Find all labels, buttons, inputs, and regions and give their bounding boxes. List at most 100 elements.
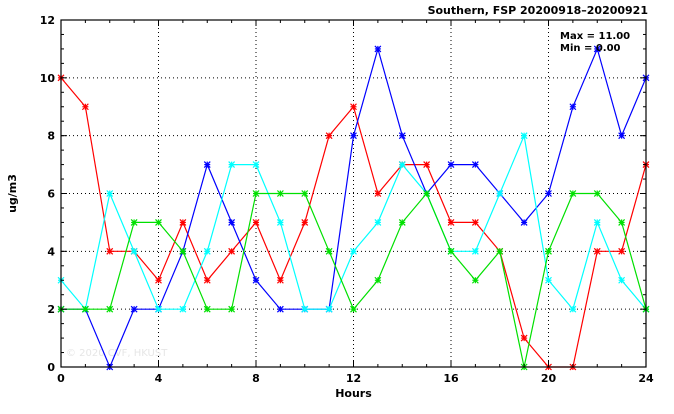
data-point <box>203 161 211 169</box>
data-point <box>252 276 260 284</box>
data-point <box>179 247 187 255</box>
data-point <box>106 247 114 255</box>
y-axis-label: ug/m3 <box>6 174 19 213</box>
data-point <box>301 218 309 226</box>
x-tick-label: 16 <box>443 372 459 385</box>
stats-min: Min = 0.00 <box>560 43 621 54</box>
data-point <box>618 276 626 284</box>
data-point <box>106 305 114 313</box>
data-point <box>228 247 236 255</box>
data-point <box>276 190 284 197</box>
data-point <box>374 218 382 226</box>
x-tick-label: 20 <box>541 372 557 385</box>
data-point <box>545 247 552 255</box>
data-point <box>179 305 187 313</box>
series-3 <box>57 132 650 313</box>
chart-title: Southern, FSP 20200918–20200921 <box>428 4 648 17</box>
data-point <box>276 305 284 313</box>
data-point <box>520 334 528 342</box>
data-point <box>81 103 89 111</box>
series-2 <box>57 45 650 371</box>
data-point <box>155 276 162 284</box>
data-point <box>593 190 601 197</box>
series-layer <box>57 45 650 371</box>
y-tick-label: 0 <box>47 361 55 374</box>
data-point <box>350 132 357 140</box>
data-point <box>325 305 333 313</box>
data-point <box>593 218 601 226</box>
data-point <box>130 218 138 226</box>
data-point <box>179 218 187 226</box>
data-point <box>301 190 309 197</box>
y-tick-label: 4 <box>47 245 55 258</box>
data-point <box>203 247 211 255</box>
data-point <box>569 305 577 313</box>
y-tick-label: 8 <box>47 130 55 143</box>
y-tick-label: 10 <box>40 72 56 85</box>
data-point <box>252 190 260 197</box>
y-tick-label: 12 <box>40 14 55 27</box>
data-point <box>130 247 138 255</box>
stats-max: Max = 11.00 <box>560 31 630 42</box>
data-point <box>325 247 333 255</box>
data-point <box>276 276 284 284</box>
data-point <box>593 247 601 255</box>
x-tick-label: 24 <box>638 372 654 385</box>
data-point <box>130 305 138 313</box>
data-point <box>471 218 479 226</box>
data-point <box>252 218 260 226</box>
watermark-text: © 2020 CVF, HKUST <box>66 348 168 359</box>
data-point <box>350 103 357 111</box>
data-point <box>447 247 455 255</box>
grid-layer <box>61 20 646 367</box>
x-tick-label: 12 <box>346 372 361 385</box>
data-point <box>398 161 406 169</box>
data-point <box>374 190 382 197</box>
data-point <box>350 247 357 255</box>
data-point <box>496 247 504 255</box>
data-point <box>374 276 382 284</box>
data-point <box>252 161 260 169</box>
x-tick-label: 4 <box>155 372 163 385</box>
data-point <box>155 305 162 313</box>
data-point <box>618 218 626 226</box>
x-tick-label: 0 <box>57 372 65 385</box>
data-point <box>545 276 552 284</box>
data-point <box>423 161 431 169</box>
data-point <box>398 218 406 226</box>
y-tick-label: 2 <box>47 303 55 316</box>
data-point <box>423 190 431 197</box>
x-axis-label: Hours <box>335 387 372 400</box>
data-point <box>471 276 479 284</box>
data-point <box>398 132 406 140</box>
data-point <box>374 45 382 53</box>
data-point <box>301 305 309 313</box>
data-point <box>447 218 455 226</box>
data-point <box>545 190 552 197</box>
data-point <box>593 45 601 53</box>
data-point <box>350 305 357 313</box>
data-point <box>569 103 577 111</box>
data-point <box>228 218 236 226</box>
data-point <box>106 190 114 197</box>
data-point <box>520 218 528 226</box>
data-point <box>155 218 162 226</box>
data-point <box>325 132 333 140</box>
data-point <box>447 161 455 169</box>
data-point <box>471 247 479 255</box>
data-point <box>276 218 284 226</box>
data-point <box>618 132 626 140</box>
y-tick-label: 6 <box>47 188 55 201</box>
data-point <box>471 161 479 169</box>
data-point <box>228 161 236 169</box>
data-point <box>520 132 528 140</box>
data-point <box>569 190 577 197</box>
data-point <box>203 305 211 313</box>
data-point <box>203 276 211 284</box>
data-point <box>81 305 89 313</box>
series-4 <box>57 190 650 371</box>
data-point <box>618 247 626 255</box>
